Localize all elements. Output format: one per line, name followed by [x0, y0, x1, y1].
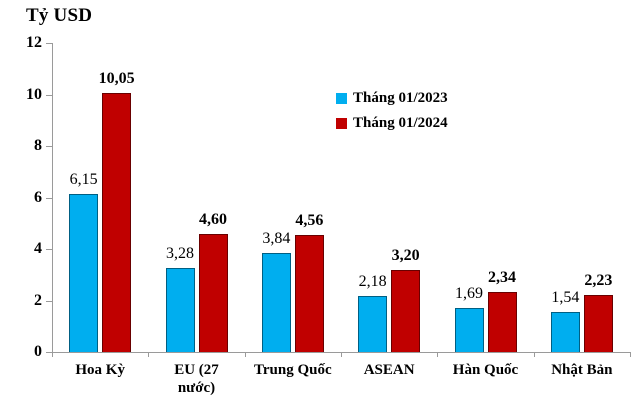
y-axis-tick: [46, 352, 52, 353]
x-axis-tick: [533, 352, 535, 357]
bar-2023-3: [261, 253, 291, 352]
x-axis-tick: [630, 352, 631, 357]
x-axis-tick: [437, 352, 439, 357]
legend: Tháng 01/2023 Tháng 01/2024: [336, 90, 448, 140]
chart-title: Tỷ USD: [26, 5, 93, 26]
y-axis-tick: [46, 249, 52, 250]
bar-2023-1: [69, 193, 99, 352]
legend-swatch-2024: [336, 118, 347, 129]
category-label: Trung Quốc: [254, 362, 332, 378]
y-axis-tick: [46, 94, 52, 96]
bar-2024-4: [391, 269, 421, 352]
x-axis: [46, 352, 630, 353]
y-tick-label: 0: [34, 343, 42, 360]
y-tick-label: 4: [34, 240, 42, 257]
y-tick-label: 10: [26, 85, 42, 103]
category-label: Nhật Bản: [551, 362, 613, 378]
bar-2023-5: [454, 308, 484, 352]
bar-2024-6: [583, 294, 613, 352]
category-label: ASEAN: [363, 362, 415, 378]
category-label: Hàn Quốc: [452, 362, 519, 378]
value-label-2023: 3,84: [262, 230, 291, 248]
value-label-2023: 1,69: [455, 285, 483, 303]
value-label-2024: 10,05: [98, 70, 135, 88]
value-label-2024: 3,20: [391, 246, 420, 264]
bar-2023-4: [358, 295, 388, 352]
y-tick-label: 8: [34, 137, 42, 154]
category-label: Hoa Kỳ: [75, 362, 125, 378]
y-tick-label: 12: [26, 34, 42, 51]
category-label: EU (27 nước): [174, 362, 219, 396]
value-label-2023: 2,18: [358, 272, 387, 290]
y-axis-tick: [46, 43, 52, 44]
x-axis-tick: [244, 352, 246, 357]
bar-2023-6: [550, 312, 580, 352]
bar-2024-5: [487, 291, 517, 352]
x-axis-tick: [52, 352, 53, 357]
legend-item-2024: Tháng 01/2024: [336, 115, 448, 132]
bar-2024-2: [198, 233, 228, 352]
value-label-2024: 4,60: [199, 210, 227, 228]
legend-label-2024: Tháng 01/2024: [353, 115, 448, 131]
legend-swatch-2023: [336, 93, 347, 104]
y-axis-tick: [46, 146, 52, 147]
legend-label-2023: Tháng 01/2023: [353, 90, 448, 106]
value-label-2024: 2,34: [488, 268, 516, 286]
value-label-2023: 1,54: [551, 289, 580, 307]
value-label-2023: 6,15: [69, 170, 98, 188]
y-tick-label: 6: [34, 188, 42, 206]
x-axis-tick: [148, 352, 150, 357]
value-label-2024: 4,56: [295, 211, 324, 229]
bar-2024-3: [294, 234, 324, 352]
y-axis-tick: [46, 300, 52, 302]
x-axis-tick: [341, 352, 342, 357]
legend-item-2023: Tháng 01/2023: [336, 90, 448, 107]
bar-2024-1: [102, 93, 132, 352]
bar-2023-2: [165, 267, 195, 352]
value-label-2024: 2,23: [584, 271, 613, 289]
y-axis: [52, 43, 53, 352]
value-label-2023: 3,28: [166, 244, 194, 262]
y-tick-label: 2: [34, 291, 42, 309]
y-axis-tick: [46, 197, 52, 199]
